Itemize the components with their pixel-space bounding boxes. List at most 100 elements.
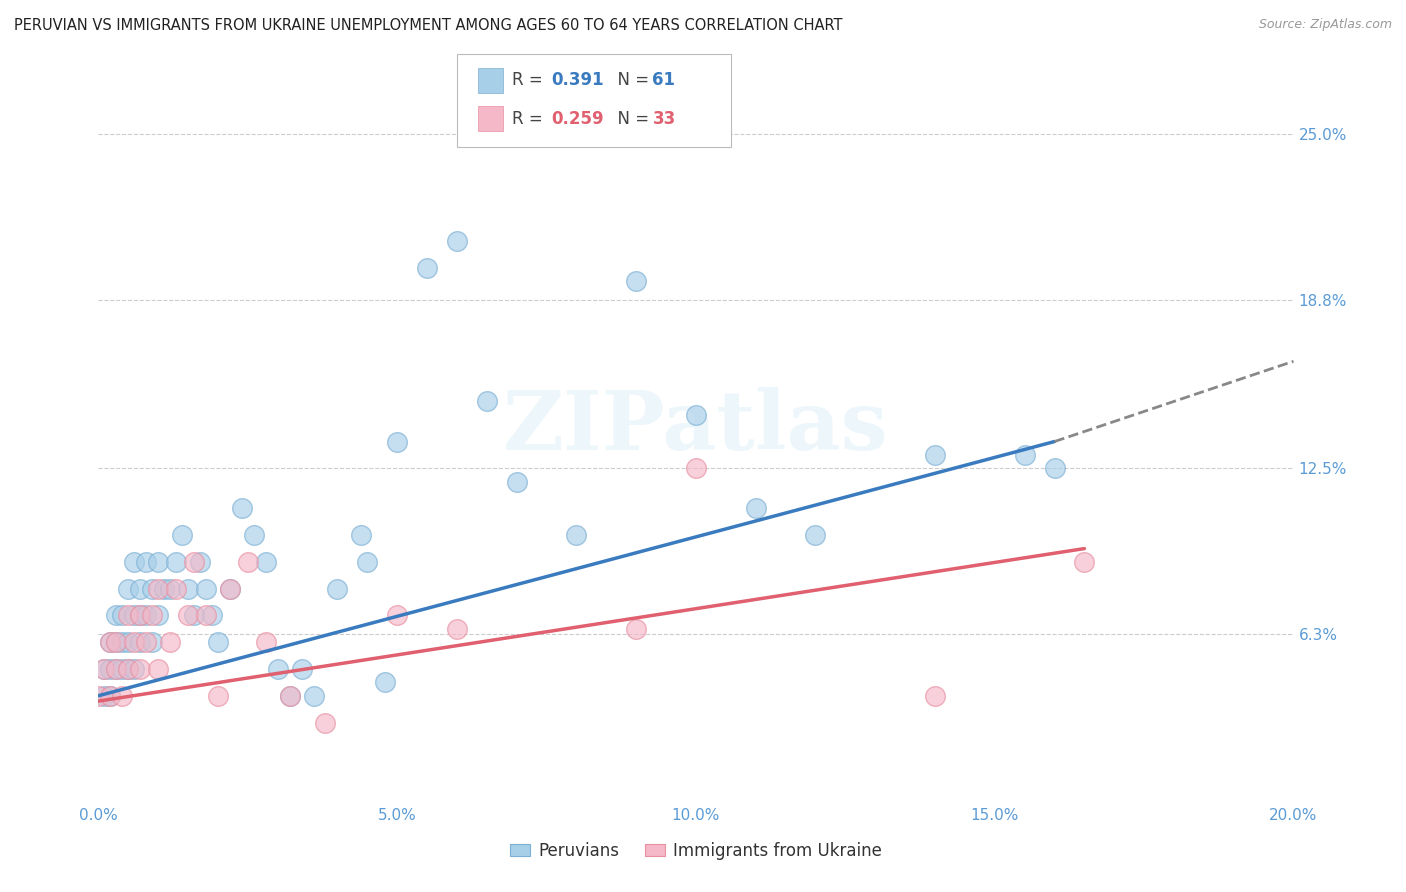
Point [105,635,128,649]
Point [177,608,200,623]
Point [236,555,259,569]
Point [172,528,194,542]
Point [195,582,218,596]
Point [278,689,301,703]
Point [98,689,122,703]
Point [105,662,128,676]
Point [924,448,946,462]
Point [93,689,115,703]
Point [93,662,115,676]
Text: 0.391: 0.391 [551,71,603,89]
Point [446,622,468,636]
Point [350,528,373,542]
Point [153,582,176,596]
Point [207,689,229,703]
Point [291,662,314,676]
Point [111,662,134,676]
Point [117,662,139,676]
Point [254,555,277,569]
Point [219,582,242,596]
Point [111,608,134,623]
Point [565,528,588,542]
Point [506,475,529,489]
Point [177,582,200,596]
Point [231,501,253,516]
Point [326,582,349,596]
Point [183,608,205,623]
Point [105,662,128,676]
Point [278,689,301,703]
Point [1043,461,1066,475]
Point [148,582,170,596]
Text: Source: ZipAtlas.com: Source: ZipAtlas.com [1258,18,1392,31]
Point [685,408,707,422]
Point [267,662,290,676]
Point [117,662,139,676]
Point [129,662,152,676]
Point [98,635,122,649]
Point [124,608,146,623]
Point [141,582,163,596]
Point [98,662,122,676]
Point [374,675,396,690]
Point [117,582,139,596]
Text: 0.259: 0.259 [551,110,603,128]
Text: 61: 61 [652,71,675,89]
Point [141,608,163,623]
Point [416,260,439,275]
Point [117,635,139,649]
Text: R =: R = [512,71,548,89]
Point [129,582,152,596]
Point [129,608,152,623]
Point [165,582,187,596]
Point [129,608,152,623]
Point [141,635,163,649]
Point [195,608,218,623]
Point [165,555,187,569]
Point [188,555,211,569]
Point [105,635,128,649]
Point [135,635,157,649]
Point [924,689,946,703]
Point [356,555,378,569]
Text: N =: N = [607,71,655,89]
Text: 33: 33 [652,110,676,128]
Point [117,608,139,623]
Point [1014,448,1036,462]
Point [183,555,205,569]
Point [148,662,170,676]
Point [385,434,409,449]
Point [385,608,409,623]
Point [201,608,224,623]
Point [243,528,266,542]
Point [219,582,242,596]
Point [93,662,115,676]
Point [1073,555,1095,569]
Point [98,689,122,703]
Text: N =: N = [607,110,655,128]
Point [135,555,157,569]
Point [475,394,498,409]
Point [685,461,707,475]
Text: R =: R = [512,110,548,128]
Point [302,689,325,703]
Point [148,555,170,569]
Point [87,689,110,703]
Point [745,501,768,516]
Point [124,555,146,569]
Point [129,635,152,649]
Point [254,635,277,649]
Point [804,528,827,542]
Point [105,608,128,623]
Point [124,635,146,649]
Point [98,635,122,649]
Text: ZIPatlas: ZIPatlas [503,387,889,467]
Point [315,715,337,730]
Point [135,608,157,623]
Point [159,582,181,596]
Point [626,622,648,636]
Text: PERUVIAN VS IMMIGRANTS FROM UKRAINE UNEMPLOYMENT AMONG AGES 60 TO 64 YEARS CORRE: PERUVIAN VS IMMIGRANTS FROM UKRAINE UNEM… [14,18,842,33]
Point [148,608,170,623]
Point [626,274,648,288]
Point [159,635,181,649]
